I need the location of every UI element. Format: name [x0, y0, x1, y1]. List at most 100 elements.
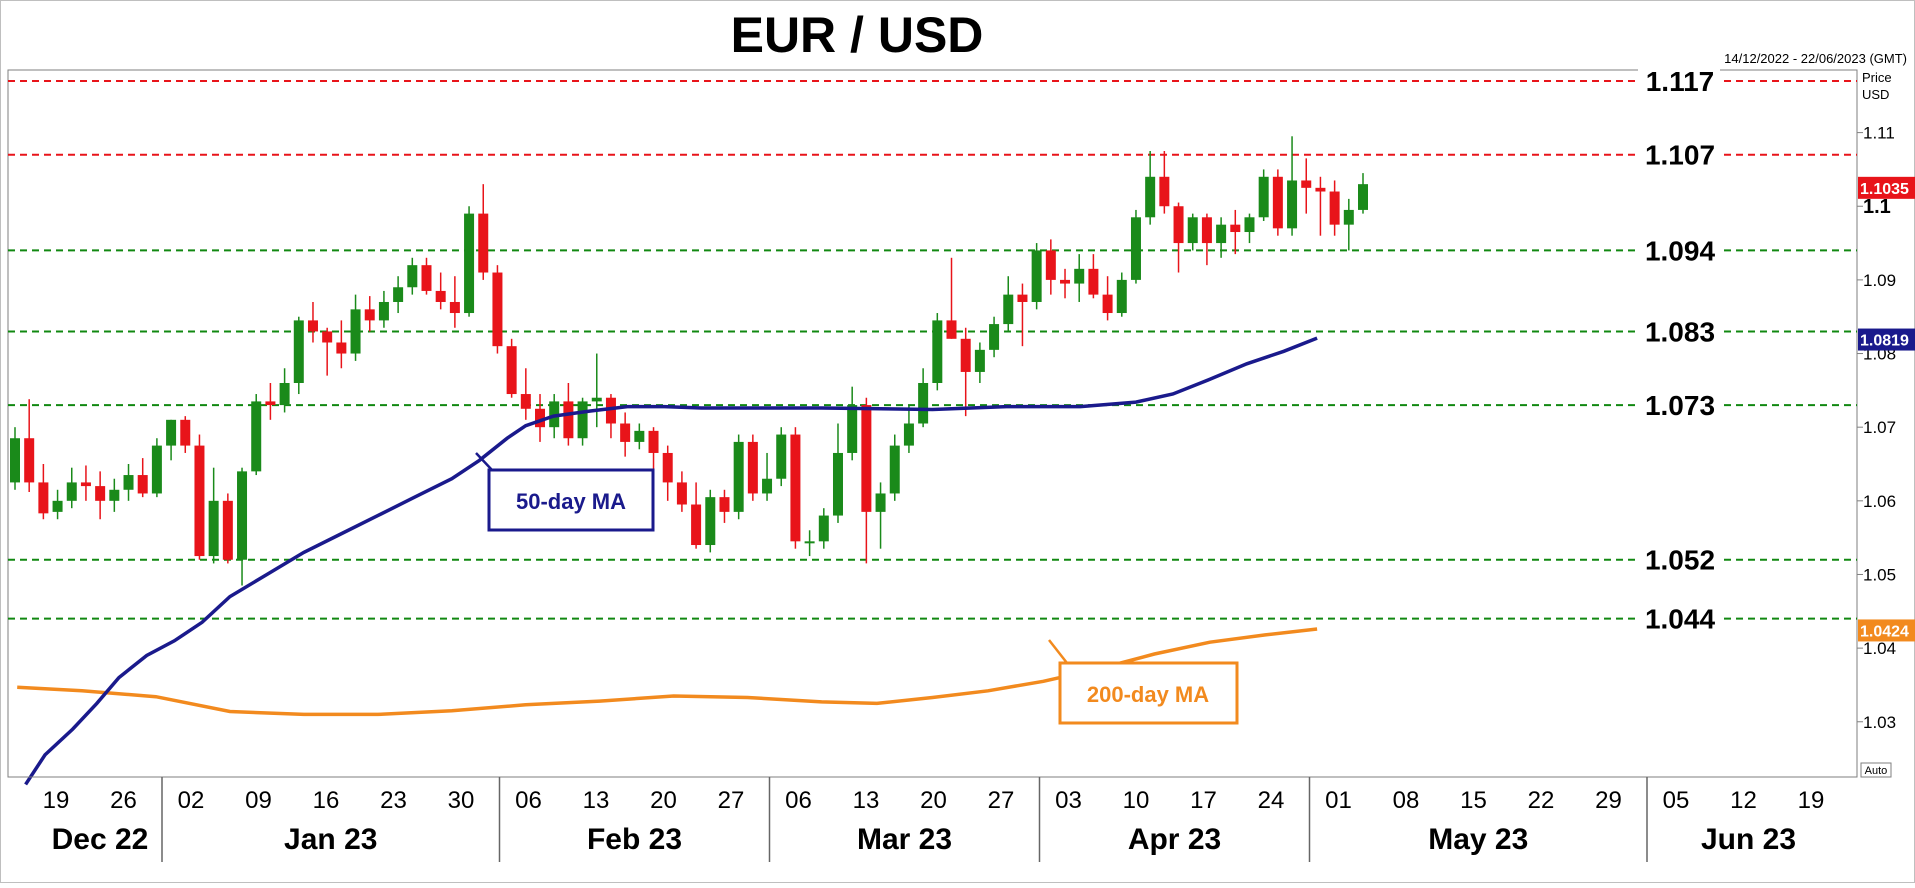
- level-label-bg: [1638, 64, 1720, 99]
- candle-body: [492, 272, 503, 347]
- candle-body: [38, 482, 49, 514]
- candle: [1130, 209, 1141, 284]
- candle: [776, 427, 787, 487]
- candle: [393, 276, 404, 314]
- candle-body: [1031, 250, 1042, 302]
- candle: [279, 368, 290, 413]
- x-tick-label: 15: [1460, 787, 1487, 814]
- candle: [691, 482, 702, 549]
- candle: [166, 419, 177, 461]
- candle-body: [449, 301, 460, 314]
- candle-body: [1230, 224, 1241, 233]
- month-label: Dec 22: [52, 823, 149, 856]
- x-tick-label: 13: [583, 787, 610, 814]
- price-badge: [1858, 328, 1915, 351]
- candle-body: [903, 423, 914, 446]
- auto-scale-button[interactable]: [1860, 762, 1892, 778]
- candle-body: [1088, 268, 1099, 295]
- candle-body: [1329, 191, 1340, 225]
- x-tick-label: 06: [515, 787, 542, 814]
- candle: [109, 478, 120, 512]
- candle-body: [109, 489, 120, 501]
- candle: [464, 206, 475, 317]
- level-label: 1.107: [1645, 140, 1715, 171]
- y-tick-label: 1.07: [1863, 418, 1896, 437]
- ma200-annotation-connector: [1048, 639, 1068, 664]
- level-label-bg: [1638, 601, 1720, 636]
- candle: [1173, 202, 1184, 273]
- candle-body: [620, 423, 631, 442]
- candle: [449, 276, 460, 328]
- candle: [293, 316, 304, 395]
- x-tick-label: 19: [1798, 787, 1825, 814]
- auto-scale-label: Auto: [1865, 765, 1888, 777]
- candle: [1145, 151, 1156, 225]
- candle-body: [832, 452, 843, 516]
- chart-title: EUR / USD: [731, 7, 984, 63]
- candle: [95, 471, 106, 520]
- candle-body: [989, 324, 1000, 350]
- candle: [1031, 243, 1042, 310]
- x-tick-label: 16: [313, 787, 340, 814]
- candle-body: [336, 342, 347, 354]
- candle-body: [634, 430, 645, 442]
- level-label-bg: [1638, 137, 1720, 172]
- x-tick-label: 01: [1325, 787, 1352, 814]
- level-label: 1.094: [1645, 235, 1715, 266]
- candle: [322, 327, 333, 376]
- candle: [847, 386, 858, 461]
- candle-body: [762, 478, 773, 494]
- candle-body: [478, 213, 489, 273]
- candle-body: [932, 320, 943, 383]
- candle-body: [733, 441, 744, 512]
- x-tick-label: 02: [178, 787, 205, 814]
- candle-body: [648, 430, 659, 453]
- candle-body: [691, 504, 702, 546]
- candle: [705, 489, 716, 553]
- y-axis: 1.031.041.051.061.071.081.091.11.11: [1857, 124, 1896, 732]
- candle-body: [435, 290, 446, 302]
- level-lines: 1.117 1.107 1.094 1.083 1.073 1.052 1.044: [8, 64, 1857, 636]
- candle-body: [1343, 209, 1354, 225]
- candle: [1201, 213, 1212, 266]
- candle: [932, 313, 943, 391]
- month-label: Feb 23: [587, 823, 682, 856]
- candle: [265, 382, 276, 420]
- price-badge: [1858, 176, 1915, 199]
- candle-body: [166, 419, 177, 446]
- month-label: Jan 23: [284, 823, 377, 856]
- candle-body: [393, 287, 404, 302]
- price-badge: [1858, 619, 1915, 642]
- candle: [1244, 213, 1255, 244]
- candle: [123, 464, 134, 501]
- candle: [10, 427, 20, 490]
- y-tick-label: 1.04: [1863, 639, 1896, 658]
- level-label: 1.083: [1645, 316, 1715, 347]
- candle-body: [747, 441, 758, 494]
- candle-body: [1358, 184, 1368, 210]
- candle: [520, 368, 531, 420]
- candle: [336, 320, 347, 369]
- candle-body: [322, 331, 333, 343]
- ma50-annotation: 50-day MA: [475, 452, 655, 532]
- candle: [350, 294, 361, 361]
- price-badge-label: 1.1035: [1860, 181, 1909, 198]
- price-badge-label: 1.0424: [1860, 623, 1909, 640]
- candle: [1116, 272, 1127, 317]
- candle-body: [265, 401, 276, 406]
- y-axis-label-price: Price: [1862, 70, 1892, 85]
- candle-body: [293, 320, 304, 383]
- x-tick-label: 17: [1190, 787, 1217, 814]
- candle: [194, 434, 205, 560]
- candle-body: [194, 445, 205, 557]
- candle-body: [506, 346, 517, 395]
- candle-body: [1287, 180, 1298, 229]
- candle: [634, 423, 645, 450]
- candle-body: [1315, 187, 1326, 192]
- candle: [889, 434, 900, 501]
- candle: [1315, 176, 1326, 236]
- moving-averages: [17, 336, 1318, 786]
- candle-body: [662, 452, 673, 483]
- candle: [605, 394, 616, 439]
